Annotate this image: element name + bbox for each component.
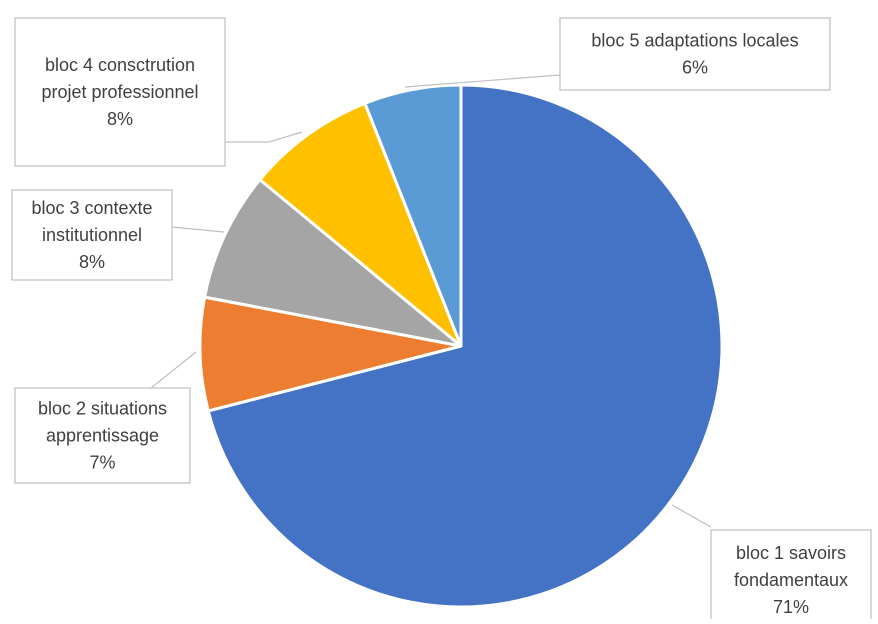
callout-box <box>559 17 831 91</box>
callout-category-label: fondamentaux <box>734 570 848 590</box>
callout-2: bloc 2 situations apprentissage 7% <box>14 351 197 484</box>
data-label-callouts: bloc 1 savoirs fondamentaux 71% bloc 2 situ… <box>11 17 872 624</box>
callout-leader-line <box>171 226 225 233</box>
pie-slice-5 <box>363 83 463 348</box>
pie-slice-3 <box>203 178 463 348</box>
callout-category-label: bloc 4 consctrution <box>45 55 195 75</box>
callout-leader-line <box>225 131 303 143</box>
callout-category-label: projet professionnel <box>41 82 198 102</box>
callout-percent-label: 7% <box>89 453 115 473</box>
callout-leader-line <box>404 74 561 88</box>
callout-box <box>14 387 191 484</box>
callout-percent-label: 6% <box>682 58 708 78</box>
callout-box <box>710 529 872 624</box>
callout-leader-line <box>150 351 197 389</box>
callout-1: bloc 1 savoirs fondamentaux 71% <box>671 504 872 624</box>
callout-category-label: bloc 5 adaptations locales <box>591 31 798 51</box>
callout-box <box>11 189 173 281</box>
pie-slice-4 <box>258 101 463 348</box>
callout-category-label: bloc 2 situations <box>38 399 167 419</box>
pie-slice-1 <box>206 83 724 609</box>
callout-category-label: bloc 3 contexte <box>31 198 152 218</box>
callout-3: bloc 3 contexte institutionnel 8% <box>11 189 225 281</box>
callout-percent-label: 8% <box>107 109 133 129</box>
callout-category-label: institutionnel <box>42 225 142 245</box>
callout-category-label: apprentissage <box>46 426 159 446</box>
callout-5: bloc 5 adaptations locales 6% <box>404 17 831 91</box>
callout-percent-label: 8% <box>79 252 105 272</box>
callout-leader-line <box>671 504 712 528</box>
pie-slice-2 <box>198 295 463 413</box>
callout-box <box>14 17 226 167</box>
callout-category-label: bloc 1 savoirs <box>736 543 846 563</box>
pie-slices <box>198 83 724 609</box>
callout-percent-label: 71% <box>773 597 809 617</box>
callout-4: bloc 4 consctrution projet professionnel 8… <box>14 17 303 167</box>
